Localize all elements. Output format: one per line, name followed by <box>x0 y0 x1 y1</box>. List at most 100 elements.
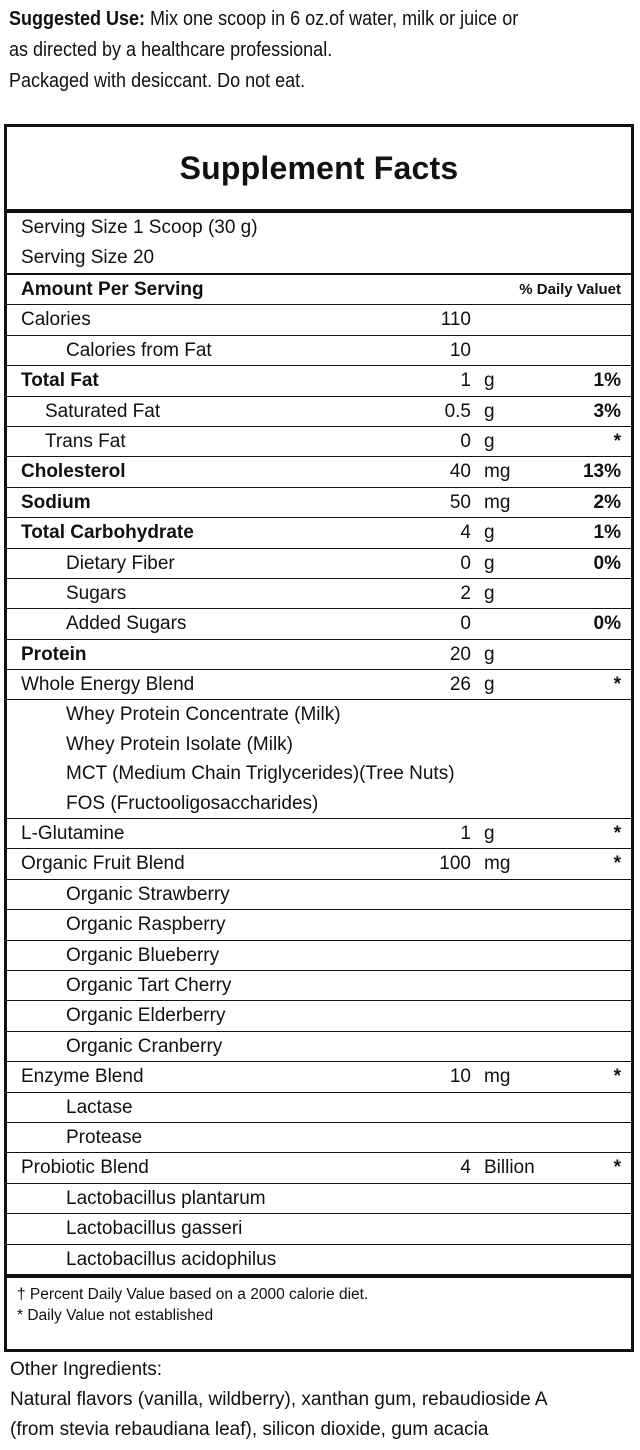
nutrient-name: Probiotic Blend <box>21 1157 149 1179</box>
nutrient-name: Organic Strawberry <box>66 883 230 905</box>
nutrient-name: Sugars <box>66 582 127 604</box>
nutrient-row: Total Carbohydrate 4 g 1% <box>7 518 631 549</box>
nutrient-row: Organic Tart Cherry <box>7 971 631 1002</box>
nutrient-row: Whole Energy Blend 26 g * <box>7 670 631 701</box>
nutrient-unit: g <box>484 522 495 544</box>
nutrient-name: Organic Blueberry <box>66 944 220 966</box>
nutrient-name: Whey Protein Isolate (Milk) <box>66 733 294 755</box>
nutrient-row: Protease <box>7 1123 631 1154</box>
nutrient-unit: g <box>484 643 495 665</box>
nutrient-name: Total Fat <box>21 370 99 392</box>
nutrient-amount: 4 <box>460 522 471 544</box>
nutrient-name: Lactobacillus gasseri <box>66 1218 243 1240</box>
nutrient-amount: 40 <box>449 461 471 483</box>
nutrient-rows: Calories 110 Calories from Fat 10 Total Fat 1… <box>7 305 631 1274</box>
nutrient-unit: mg <box>484 461 511 483</box>
nutrient-amount: 20 <box>449 643 471 665</box>
suggested-use-text-1: Mix one scoop in 6 oz.of water, milk or … <box>145 8 519 30</box>
nutrient-unit: g <box>484 400 495 422</box>
nutrient-name: Cholesterol <box>21 461 126 483</box>
nutrient-amount: 2 <box>460 582 471 604</box>
nutrient-row: Whey Protein Isolate (Milk) <box>7 730 631 759</box>
nutrient-name: Lactobacillus acidophilus <box>66 1248 277 1270</box>
daily-value-header: % Daily Valuet <box>519 281 621 298</box>
nutrient-amount: 0 <box>460 430 471 452</box>
nutrient-unit: g <box>484 674 495 696</box>
nutrient-name: Added Sugars <box>66 613 187 635</box>
nutrient-row: Trans Fat 0 g * <box>7 427 631 458</box>
servings-per-container: Serving Size 20 <box>21 247 155 268</box>
nutrient-daily-value: 1% <box>593 370 621 392</box>
nutrient-daily-value: * <box>613 823 621 845</box>
nutrient-amount: 26 <box>449 674 471 696</box>
nutrient-name: Enzyme Blend <box>21 1066 144 1088</box>
nutrient-amount: 10 <box>449 1066 471 1088</box>
nutrient-name: Organic Cranberry <box>66 1035 223 1057</box>
nutrient-daily-value: * <box>613 430 621 452</box>
other-ingredients-line-2: (from stevia rebaudiana leaf), silicon d… <box>10 1419 489 1440</box>
nutrient-unit: g <box>484 552 495 574</box>
nutrient-name: Organic Fruit Blend <box>21 853 185 875</box>
nutrient-unit: g <box>484 370 495 392</box>
nutrient-row: Calories from Fat 10 <box>7 336 631 367</box>
desiccant-warning: Packaged with desiccant. Do not eat. <box>9 70 306 92</box>
nutrient-amount: 4 <box>460 1157 471 1179</box>
nutrient-name: Whey Protein Concentrate (Milk) <box>66 704 341 726</box>
amount-header-row: Amount Per Serving % Daily Valuet <box>7 275 631 306</box>
nutrient-amount: 50 <box>449 491 471 513</box>
nutrient-amount: 100 <box>439 853 471 875</box>
other-ingredients-line-1: Natural flavors (vanilla, wildberry), xa… <box>10 1389 548 1410</box>
nutrient-row: Saturated Fat 0.5 g 3% <box>7 397 631 427</box>
nutrient-name: Organic Elderberry <box>66 1005 226 1027</box>
nutrient-amount: 10 <box>449 339 471 361</box>
nutrient-row: MCT (Medium Chain Triglycerides)(Tree Nu… <box>7 759 631 788</box>
panel-title: Supplement Facts <box>179 150 459 186</box>
nutrient-amount: 1 <box>460 370 471 392</box>
nutrient-amount: 0.5 <box>444 400 471 422</box>
nutrient-name: Protein <box>21 643 87 665</box>
nutrient-daily-value: * <box>613 674 621 696</box>
nutrient-name: Organic Raspberry <box>66 914 226 936</box>
nutrient-unit: g <box>484 430 495 452</box>
serving-divider <box>7 273 631 275</box>
nutrient-row: Lactobacillus gasseri <box>7 1214 631 1245</box>
nutrient-daily-value: * <box>613 853 621 875</box>
amount-per-serving-label: Amount Per Serving <box>21 279 204 300</box>
nutrient-unit: Billion <box>484 1157 535 1179</box>
nutrient-row: Protein 20 g <box>7 640 631 671</box>
nutrient-row: Sugars 2 g <box>7 579 631 610</box>
title-divider <box>7 209 631 213</box>
nutrient-name: Organic Tart Cherry <box>66 974 232 996</box>
nutrient-row: Organic Strawberry <box>7 880 631 911</box>
nutrient-row: Sodium 50 mg 2% <box>7 488 631 519</box>
footnotes: † Percent Daily Value based on a 2000 ca… <box>7 1278 631 1326</box>
serving-info: Serving Size 1 Scoop (30 g) Serving Size… <box>7 213 631 273</box>
suggested-use-section: Suggested Use: Mix one scoop in 6 oz.of … <box>9 4 634 97</box>
nutrient-row: Whey Protein Concentrate (Milk) <box>7 700 631 729</box>
nutrient-row: Cholesterol 40 mg 13% <box>7 457 631 488</box>
nutrient-row: Dietary Fiber 0 g 0% <box>7 549 631 579</box>
nutrient-name: Protease <box>66 1126 143 1148</box>
suggested-use-label: Suggested Use: <box>9 8 146 30</box>
serving-size: Serving Size 1 Scoop (30 g) <box>21 217 258 238</box>
nutrient-amount: 0 <box>460 613 471 635</box>
nutrient-name: L-Glutamine <box>21 823 125 845</box>
nutrient-name: Calories <box>21 309 91 331</box>
nutrient-row: Organic Blueberry <box>7 941 631 971</box>
footnote-not-established: * Daily Value not established <box>17 1306 214 1324</box>
nutrient-name: Total Carbohydrate <box>21 522 194 544</box>
nutrient-amount: 0 <box>460 552 471 574</box>
nutrient-row: FOS (Fructooligosaccharides) <box>7 789 631 820</box>
nutrient-row: Calories 110 <box>7 305 631 336</box>
nutrient-unit: g <box>484 823 495 845</box>
nutrient-unit: g <box>484 582 495 604</box>
nutrient-name: Saturated Fat <box>45 400 161 422</box>
nutrient-row: Added Sugars 0 0% <box>7 609 631 640</box>
nutrient-name: MCT (Medium Chain Triglycerides)(Tree Nu… <box>66 763 455 785</box>
nutrient-name: Calories from Fat <box>66 339 212 361</box>
nutrient-name: Whole Energy Blend <box>21 674 195 696</box>
other-ingredients-section: Other Ingredients: Natural flavors (vani… <box>10 1355 635 1445</box>
other-ingredients-label: Other Ingredients: <box>10 1359 163 1380</box>
nutrient-amount: 1 <box>460 823 471 845</box>
nutrient-daily-value: 2% <box>593 491 621 513</box>
